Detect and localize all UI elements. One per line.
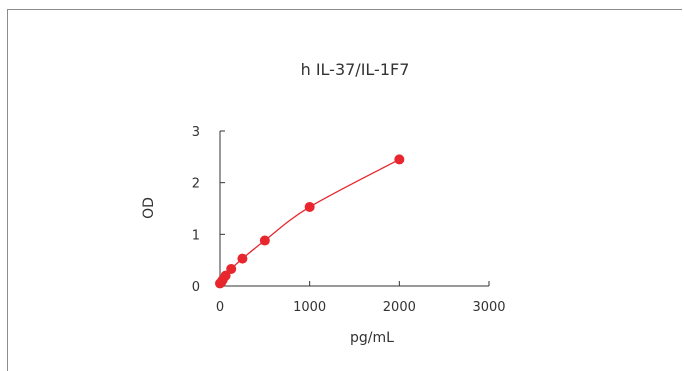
x-tick-label-1: 1000 xyxy=(293,300,326,315)
data-point-7 xyxy=(304,201,315,212)
y-axis-label: OD xyxy=(141,197,157,219)
x-tick-label-0: 0 xyxy=(216,300,224,315)
data-marks xyxy=(215,154,405,289)
data-point-4 xyxy=(226,263,237,274)
fit-curve-0 xyxy=(219,158,400,284)
y-tick-label-2: 2 xyxy=(192,177,200,192)
x-tick-label-2: 2000 xyxy=(383,300,416,315)
chart-frame xyxy=(7,9,682,371)
axes: 0 1 2 3 0 1000 2000 3000 xyxy=(192,125,506,315)
chart-title: h IL-37/IL-1F7 xyxy=(301,60,410,79)
data-point-3 xyxy=(220,270,231,281)
y-tick-label-3: 3 xyxy=(192,125,200,140)
y-tick-label-0: 0 xyxy=(192,280,200,295)
y-tick-label-1: 1 xyxy=(192,228,200,243)
data-point-6 xyxy=(259,235,270,246)
data-point-5 xyxy=(237,253,248,264)
x-axis-label: pg/mL xyxy=(350,330,394,346)
x-tick-label-3: 3000 xyxy=(472,300,505,315)
data-point-8 xyxy=(394,154,405,165)
